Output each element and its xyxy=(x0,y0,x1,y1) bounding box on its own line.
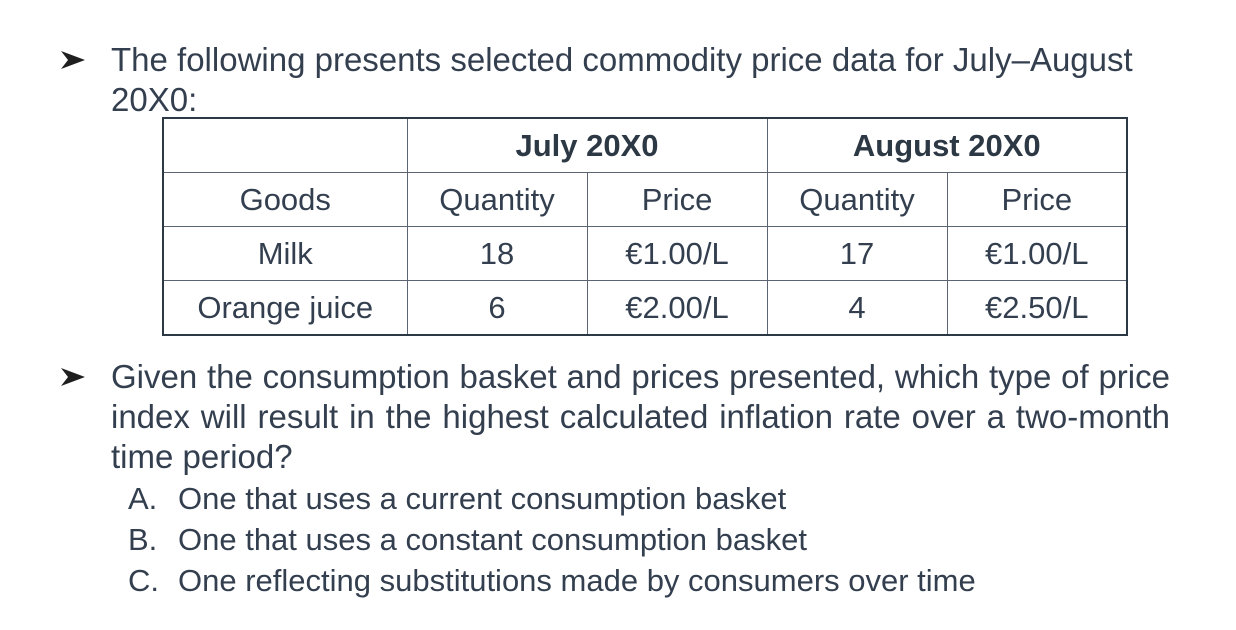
option-text: One that uses a current consumption bask… xyxy=(178,481,787,516)
option-letter: B. xyxy=(128,522,158,557)
intro-line-2: 20X0: xyxy=(111,81,198,118)
group-header-august: August 20X0 xyxy=(766,117,1128,173)
col-header-goods: Goods xyxy=(162,172,408,227)
col-header-august-price: Price xyxy=(946,172,1128,227)
table-column-header-row: Goods Quantity Price Quantity Price xyxy=(162,172,1128,227)
arrow-bullet-icon xyxy=(61,368,85,386)
table-cell: 18 xyxy=(406,226,588,281)
option-letter: C. xyxy=(128,563,159,598)
table-row: Orange juice 6 €2.00/L 4 €2.50/L xyxy=(162,280,1128,336)
group-header-july: July 20X0 xyxy=(406,117,768,173)
option-a[interactable]: A. One that uses a current consumption b… xyxy=(128,478,976,519)
intro-paragraph: The following presents selected commodit… xyxy=(60,40,1170,120)
table-cell: €1.00/L xyxy=(586,226,768,281)
table-cell: Orange juice xyxy=(162,280,408,336)
col-header-august-quantity: Quantity xyxy=(766,172,948,227)
option-c[interactable]: C. One reflecting substitutions made by … xyxy=(128,560,976,601)
col-header-july-quantity: Quantity xyxy=(406,172,588,227)
table-cell: 4 xyxy=(766,280,948,336)
option-text: One reflecting substitutions made by con… xyxy=(178,563,976,598)
question-paragraph: Given the consumption basket and prices … xyxy=(60,357,1170,477)
option-b[interactable]: B. One that uses a constant consumption … xyxy=(128,519,976,560)
table-cell: 17 xyxy=(766,226,948,281)
arrow-bullet-icon xyxy=(61,51,85,69)
question-text: Given the consumption basket and prices … xyxy=(111,358,1170,475)
table-corner-cell xyxy=(162,117,408,173)
table-group-header-row: July 20X0 August 20X0 xyxy=(162,117,1128,173)
table-cell: €2.50/L xyxy=(946,280,1128,336)
col-header-july-price: Price xyxy=(586,172,768,227)
table-row: Milk 18 €1.00/L 17 €1.00/L xyxy=(162,226,1128,281)
option-letter: A. xyxy=(128,481,158,516)
price-data-table: July 20X0 August 20X0 Goods Quantity Pri… xyxy=(162,117,1129,336)
answer-options: A. One that uses a current consumption b… xyxy=(128,478,976,601)
intro-line-1: The following presents selected commodit… xyxy=(111,41,1133,78)
table-cell: Milk xyxy=(162,226,408,281)
table-cell: €2.00/L xyxy=(586,280,768,336)
table-cell: €1.00/L xyxy=(946,226,1128,281)
option-text: One that uses a constant consumption bas… xyxy=(178,522,807,557)
table-cell: 6 xyxy=(406,280,588,336)
